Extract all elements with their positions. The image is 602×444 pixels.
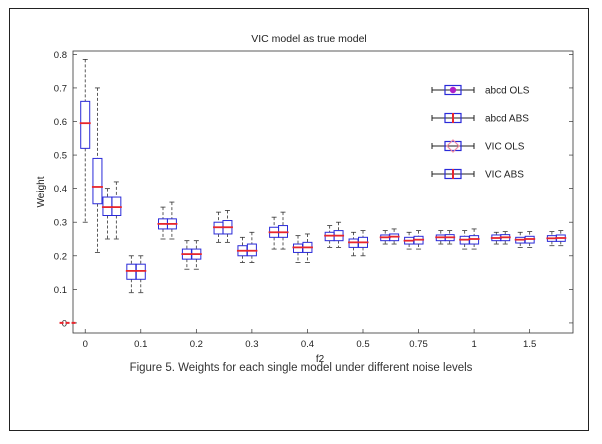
y-axis: 0 0.1 0.2 0.3 0.4 0.5 0.6 0.7 0.8 xyxy=(54,50,573,329)
legend-item: abcd ABS xyxy=(431,112,529,125)
legend-item: VIC ABS xyxy=(431,168,524,181)
box-abcd-abs xyxy=(357,230,369,257)
legend-dot-marker xyxy=(449,86,457,94)
box-abcd-ols xyxy=(79,58,91,223)
x-tick-label: 0 xyxy=(83,339,88,350)
figure-border xyxy=(9,8,589,431)
legend: abcd OLS abcd ABS VIC OLS VIC ABS xyxy=(431,84,530,181)
y-tick-label: 0.7 xyxy=(54,83,67,94)
x-tick-label: 1.5 xyxy=(523,339,536,350)
box-vic-abs xyxy=(499,231,511,245)
x-axis-label: f2 xyxy=(316,354,325,365)
legend-label: abcd ABS xyxy=(485,114,529,125)
legend-diamond-marker xyxy=(446,139,460,153)
box-vic-abs xyxy=(166,201,178,240)
y-tick-label: 0.2 xyxy=(54,251,67,262)
x-tick-label: 0.1 xyxy=(134,339,147,350)
box-vic-abs xyxy=(555,230,567,247)
box-abcd-abs xyxy=(301,233,313,263)
plot-area xyxy=(72,50,574,334)
box-vic-abs xyxy=(277,211,289,250)
x-tick-label: 0.75 xyxy=(409,339,428,350)
box-vic-abs xyxy=(388,228,400,245)
figure-caption: Figure 5. Weights for each single model … xyxy=(129,362,473,374)
chart-title: VIC model as true model xyxy=(251,33,367,45)
y-tick-label: 0.1 xyxy=(54,285,67,296)
x-tick-label: 0.3 xyxy=(245,339,258,350)
legend-box xyxy=(444,84,462,96)
x-tick-label: 0.4 xyxy=(301,339,314,350)
x-tick-label: 0.5 xyxy=(356,339,369,350)
box-abcd-abs xyxy=(246,231,258,263)
y-tick-label: 0.8 xyxy=(54,50,67,61)
legend-label: abcd OLS xyxy=(485,86,530,97)
box-abcd-ols xyxy=(348,231,360,257)
box-abcd-abs xyxy=(468,228,480,250)
y-tick-label: 0.5 xyxy=(54,151,67,162)
y-tick-label: 0 xyxy=(62,318,67,329)
y-axis-label: Weight xyxy=(36,176,47,207)
box-abcd-ols xyxy=(236,236,248,263)
x-tick-label: 1 xyxy=(471,339,476,350)
x-tick-label: 0.2 xyxy=(190,339,203,350)
y-tick-label: 0.4 xyxy=(54,184,67,195)
box-abcd-abs xyxy=(91,87,103,253)
box-vic-abs xyxy=(444,230,456,245)
boxes-layer xyxy=(59,58,567,324)
legend-box xyxy=(444,140,462,152)
box-vic-ols xyxy=(268,216,280,250)
legend-item: abcd OLS xyxy=(431,84,530,97)
box-abcd-abs xyxy=(524,231,536,248)
box-abcd-abs xyxy=(190,240,202,270)
box-vic-abs xyxy=(333,221,345,248)
box-vic-abs xyxy=(221,210,233,243)
legend-label: VIC OLS xyxy=(485,142,525,153)
box-body xyxy=(92,157,103,205)
box-abcd-abs xyxy=(413,230,425,250)
box-vic-abs xyxy=(110,181,122,240)
x-axis: 0 0.1 0.2 0.3 0.4 0.5 0.75 1 1.5 xyxy=(83,329,536,350)
box-abcd-abs xyxy=(135,255,147,294)
box-body xyxy=(80,100,91,149)
legend-item: VIC OLS xyxy=(431,139,525,153)
y-tick-label: 0.3 xyxy=(54,218,67,229)
y-tick-label: 0.6 xyxy=(54,117,67,128)
legend-label: VIC ABS xyxy=(485,170,524,181)
